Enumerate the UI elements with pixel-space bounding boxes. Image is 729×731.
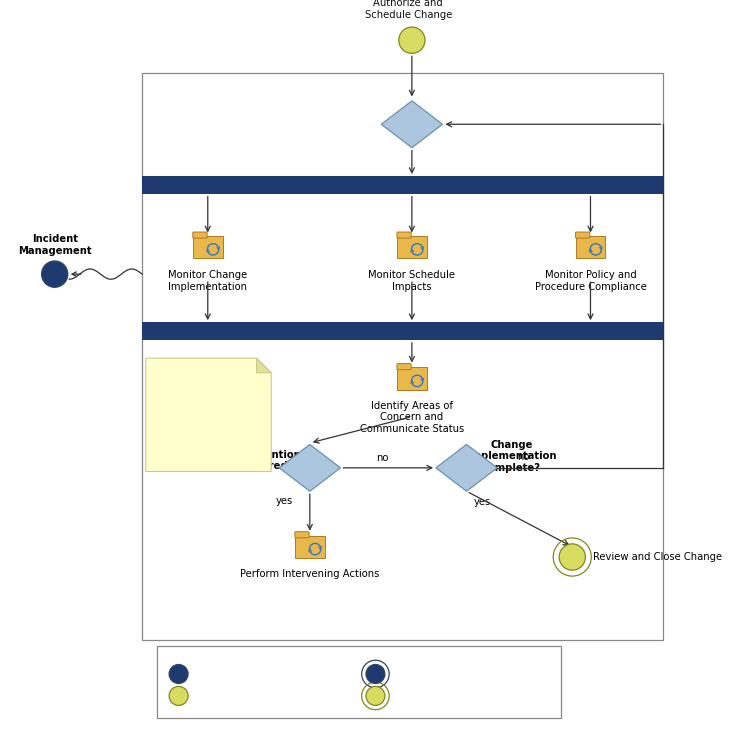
Text: From another process: From another process [193, 669, 299, 679]
Text: Monitor Schedule
Impacts: Monitor Schedule Impacts [368, 270, 456, 292]
Bar [157, 646, 561, 718]
Circle shape [169, 686, 188, 705]
Circle shape [399, 27, 425, 53]
Text: Incident
Management: Incident Management [18, 234, 91, 256]
FancyBboxPatch shape [397, 363, 411, 370]
Text: Intervention
required?: Intervention required? [231, 450, 301, 471]
Text: Change
implementation
complete?: Change implementation complete? [467, 439, 556, 473]
Text: no: no [518, 452, 530, 462]
Text: Note: A change may be
implemented by various
processes, depending on
the nature : Note: A change may be implemented by var… [151, 364, 272, 453]
Text: yes: yes [276, 496, 293, 506]
FancyBboxPatch shape [192, 236, 222, 258]
Text: Review and Close Change: Review and Close Change [593, 552, 722, 562]
FancyBboxPatch shape [576, 232, 590, 238]
Circle shape [169, 664, 188, 683]
Bar [142, 322, 663, 340]
Text: Authorize and
Schedule Change: Authorize and Schedule Change [364, 0, 452, 20]
Text: Identify Areas of
Concern and
Communicate Status: Identify Areas of Concern and Communicat… [359, 401, 464, 433]
Text: no: no [377, 453, 389, 463]
Circle shape [366, 686, 385, 705]
FancyBboxPatch shape [295, 531, 309, 538]
FancyBboxPatch shape [397, 236, 426, 258]
Text: Workflow Diagram Symbols: Workflow Diagram Symbols [273, 654, 445, 664]
Circle shape [42, 261, 68, 287]
Polygon shape [257, 358, 271, 373]
Circle shape [559, 544, 585, 570]
Text: From activity in same process: From activity in same process [193, 691, 339, 701]
Bar [142, 73, 663, 640]
Bar [142, 176, 663, 194]
Text: Monitor Change
Implementation: Monitor Change Implementation [168, 270, 247, 292]
Polygon shape [381, 101, 443, 148]
FancyBboxPatch shape [295, 536, 324, 558]
Text: yes: yes [474, 497, 491, 507]
FancyBboxPatch shape [192, 232, 207, 238]
Text: Monitor Policy and
Procedure Compliance: Monitor Policy and Procedure Compliance [534, 270, 647, 292]
Circle shape [366, 664, 385, 683]
FancyBboxPatch shape [576, 236, 605, 258]
Polygon shape [146, 358, 271, 471]
FancyBboxPatch shape [397, 368, 426, 390]
Text: To another process: To another process [391, 669, 483, 679]
FancyBboxPatch shape [397, 232, 411, 238]
Polygon shape [279, 444, 340, 491]
Text: To activity in same process: To activity in same process [391, 691, 523, 701]
Text: Perform Intervening Actions: Perform Intervening Actions [240, 569, 380, 579]
Polygon shape [436, 444, 497, 491]
